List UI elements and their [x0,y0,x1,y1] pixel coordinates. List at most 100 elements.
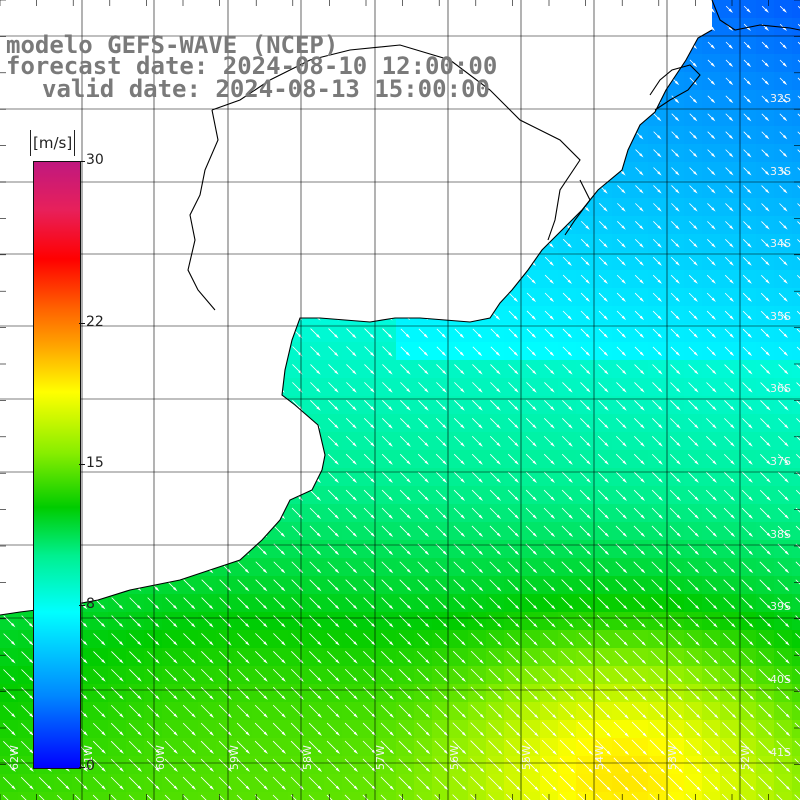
wind-arrow [436,364,447,375]
wind-arrow [218,704,232,718]
wind-arrow [561,435,573,447]
wind-arrow [669,453,681,465]
wind-speed-cell [792,306,800,325]
wind-arrow [797,77,800,81]
wind-arrow [761,221,770,230]
wind-arrow [779,95,788,104]
wind-arrow [453,543,466,556]
wind-arrow [380,686,394,700]
wind-arrow [561,453,573,465]
wind-arrow [471,471,483,483]
wind-arrow [489,525,502,538]
wind-arrow [635,167,644,176]
wind-arrow [795,615,800,621]
wind-arrow [795,651,800,657]
wind-arrow [725,95,734,104]
wind-arrow [707,95,716,104]
wind-arrow [345,543,358,556]
wind-arrow [687,615,700,628]
wind-arrow [795,489,800,495]
wind-arrow [761,239,770,248]
wind-arrow [3,615,16,628]
wind-arrow [579,453,591,465]
wind-arrow [489,435,501,447]
wind-arrow [725,41,734,50]
wind-arrow [93,669,106,682]
wind-arrow [2,758,16,772]
wind-arrow [615,471,627,483]
wind-arrow [688,400,699,411]
wind-arrow [254,686,268,700]
coastlines [0,0,800,616]
wind-arrow [453,597,466,610]
wind-arrow [653,113,662,122]
wind-arrow [200,740,215,755]
wind-arrow [272,704,286,718]
wind-speed-cell [792,630,800,649]
wind-arrow [649,793,657,800]
wind-speed-cell [270,792,289,800]
wind-arrow [794,704,800,711]
wind-arrow [236,668,250,682]
wind-arrow [507,471,519,483]
wind-arrow [309,507,322,520]
wind-arrow [687,543,700,556]
wind-arrow [381,597,394,610]
latitude-label: 35S [770,310,791,323]
wind-arrow [634,346,645,357]
wind-arrow [613,739,630,756]
wind-arrow [93,687,106,700]
wind-arrow [2,776,16,790]
wind-arrow [182,776,197,791]
wind-arrow [434,722,449,737]
wind-arrow [21,615,34,628]
wind-speed-cell [486,792,505,800]
wind-arrow [669,615,682,628]
wind-arrow [254,740,269,755]
wind-arrow [110,776,124,790]
wind-arrow [725,185,734,194]
wind-arrow [435,525,448,538]
wind-arrow [616,418,627,429]
wind-arrow [400,382,411,393]
wind-arrow [490,400,501,411]
wind-arrow [797,221,800,225]
wind-arrow [796,274,800,279]
wind-arrow [671,95,680,104]
wind-speed-cell [342,792,361,800]
wind-arrow [721,757,737,773]
wind-arrow [796,328,800,333]
coastline-main [0,29,713,616]
wind-arrow [526,328,537,339]
wind-arrow [704,650,719,665]
wind-arrow [797,149,800,153]
wind-arrow [777,507,790,520]
wind-speed-cell [216,792,235,800]
wind-arrow [146,776,161,791]
wind-arrow [400,400,411,411]
wind-arrow [111,669,124,682]
wind-arrow [542,650,557,665]
wind-speed-cell [792,432,800,451]
wind-arrow [706,292,716,302]
wind-arrow [470,740,485,755]
wind-arrow [472,382,483,393]
wind-arrow [363,525,376,538]
wind-arrow [489,561,502,574]
wind-arrow [577,757,594,774]
wind-arrow [380,704,395,719]
wind-arrow [635,149,644,158]
wind-arrow [453,507,466,520]
wind-arrow [743,167,752,176]
wind-arrow [779,239,788,248]
wind-arrow [597,507,610,520]
wind-arrow [685,775,702,792]
wind-arrow [327,543,340,556]
wind-arrow [707,113,716,122]
wind-arrow [364,346,375,357]
wind-arrow [381,435,393,447]
wind-arrow [382,382,393,393]
wind-arrow [454,364,465,375]
wind-arrow [707,185,716,194]
